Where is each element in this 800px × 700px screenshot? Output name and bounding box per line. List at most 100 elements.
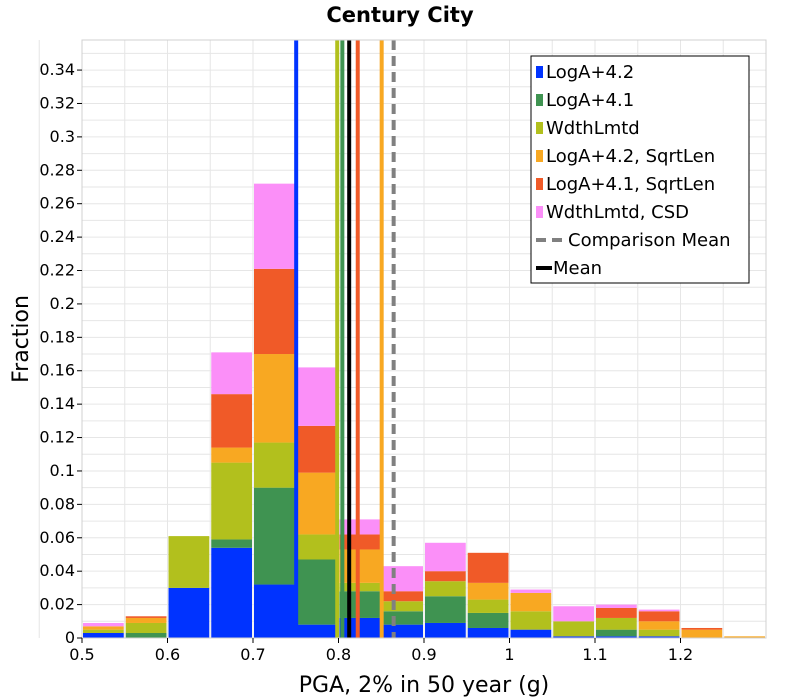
bar-segment [510, 611, 552, 630]
bar-segment [296, 624, 338, 638]
bar-segment [211, 539, 252, 548]
y-tick-label: 0.04 [39, 561, 75, 580]
bar-segment [254, 584, 295, 638]
bar-segment [724, 636, 765, 638]
y-tick-label: 0.22 [39, 261, 75, 280]
bar-segment [83, 632, 124, 638]
y-axis-ticks: 0 0.02 0.04 0.06 0.08 0.1 0.12 0.14 0.16 0.18 0.2 0… [39, 60, 82, 647]
bar-segment [254, 268, 295, 355]
bar-segment [296, 472, 338, 535]
x-tick-label: 1.1 [582, 645, 607, 664]
y-tick-label: 0.18 [39, 327, 75, 346]
bar-segment [425, 542, 466, 572]
bar-segment [467, 612, 509, 628]
bar-segment [254, 354, 295, 443]
x-axis-ticks: 0.5 0.6 0.7 0.8 0.9 1 1.1 1.2 [69, 638, 693, 664]
legend-swatch [536, 178, 543, 190]
bar-segment [467, 582, 509, 600]
legend-label: LogA+4.2, SqrtLen [546, 146, 715, 167]
bar-segment [83, 629, 124, 633]
bar-segment [296, 425, 338, 473]
bar-segment [596, 604, 637, 608]
bar-segment [467, 627, 509, 638]
y-tick-label: 0.34 [39, 60, 75, 79]
y-tick-label: 0.16 [39, 361, 75, 380]
legend-swatch [536, 150, 543, 162]
y-tick-label: 0.26 [39, 194, 75, 213]
bar-segment [339, 617, 381, 638]
x-tick-label: 1 [504, 645, 514, 664]
bar-segment [596, 636, 637, 638]
legend-label: Comparison Mean [568, 230, 731, 251]
bar-segment [211, 462, 252, 540]
x-tick-label: 0.6 [155, 645, 180, 664]
bar-segment [168, 587, 210, 638]
bar-segment [553, 636, 594, 638]
legend-swatch [536, 94, 543, 106]
bar-segment [211, 547, 252, 638]
legend-swatch [536, 66, 543, 78]
y-tick-label: 0.12 [39, 428, 75, 447]
bar-segment [211, 352, 252, 395]
bar-segment [339, 549, 381, 583]
legend-label: WdthLmtd, CSD [546, 202, 689, 223]
chart-title: Century City [326, 3, 474, 27]
bar-segment [382, 624, 423, 638]
legend-label: Mean [553, 258, 602, 279]
mean-lines [294, 40, 396, 638]
x-tick-label: 0.8 [326, 645, 351, 664]
bar-segment [425, 571, 466, 582]
bar-segment [339, 591, 381, 618]
x-axis-label: PGA, 2% in 50 year (g) [299, 673, 550, 698]
y-tick-label: 0.1 [50, 461, 75, 480]
bar-segment [254, 442, 295, 488]
legend-label: LogA+4.1 [546, 90, 634, 111]
legend-label: LogA+4.1, SqrtLen [546, 174, 715, 195]
bar-segment [467, 552, 509, 583]
bar-segment [596, 617, 637, 630]
x-tick-label: 0.5 [69, 645, 94, 664]
bar-segment [638, 621, 680, 630]
bar-segment [681, 627, 723, 630]
y-tick-label: 0 [65, 628, 75, 647]
bar-segment [638, 611, 680, 622]
legend: LogA+4.2 LogA+4.1 WdthLmtd LogA+4.2, SqrtLe… [530, 55, 750, 284]
bar-segment [125, 632, 167, 638]
bar-segment [211, 447, 252, 463]
y-tick-label: 0.3 [50, 127, 75, 146]
bar-segment [510, 589, 552, 593]
y-tick-label: 0.02 [39, 595, 75, 614]
y-tick-label: 0.28 [39, 160, 75, 179]
bar-segment [339, 519, 381, 535]
bar-segment [339, 582, 381, 592]
bar-segment [510, 629, 552, 638]
bar-segment [83, 622, 124, 627]
bar-segment [296, 559, 338, 625]
bar-segment [168, 536, 210, 588]
y-tick-label: 0.2 [50, 294, 75, 313]
bar-segment [681, 629, 723, 638]
bar-segment [638, 636, 680, 638]
bar-segment [296, 534, 338, 560]
bar-segment [638, 609, 680, 612]
bar-segment [382, 566, 423, 592]
y-tick-label: 0.14 [39, 394, 75, 413]
x-tick-label: 1.2 [668, 645, 693, 664]
bar-segment [254, 487, 295, 585]
y-tick-label: 0.24 [39, 227, 75, 246]
bar-segment [596, 629, 637, 637]
bar-segment [596, 607, 637, 618]
y-tick-label: 0.32 [39, 93, 75, 112]
bar-segment [425, 581, 466, 597]
x-tick-label: 0.9 [411, 645, 436, 664]
bar-segment [125, 616, 167, 618]
bar-segment [638, 629, 680, 637]
y-axis-label: Fraction [9, 295, 34, 383]
bar-segment [83, 626, 124, 630]
bar-segment [467, 599, 509, 613]
legend-swatch [536, 122, 543, 134]
bar-segment [425, 596, 466, 623]
bar-segment [382, 611, 423, 625]
bar-segment [211, 394, 252, 448]
